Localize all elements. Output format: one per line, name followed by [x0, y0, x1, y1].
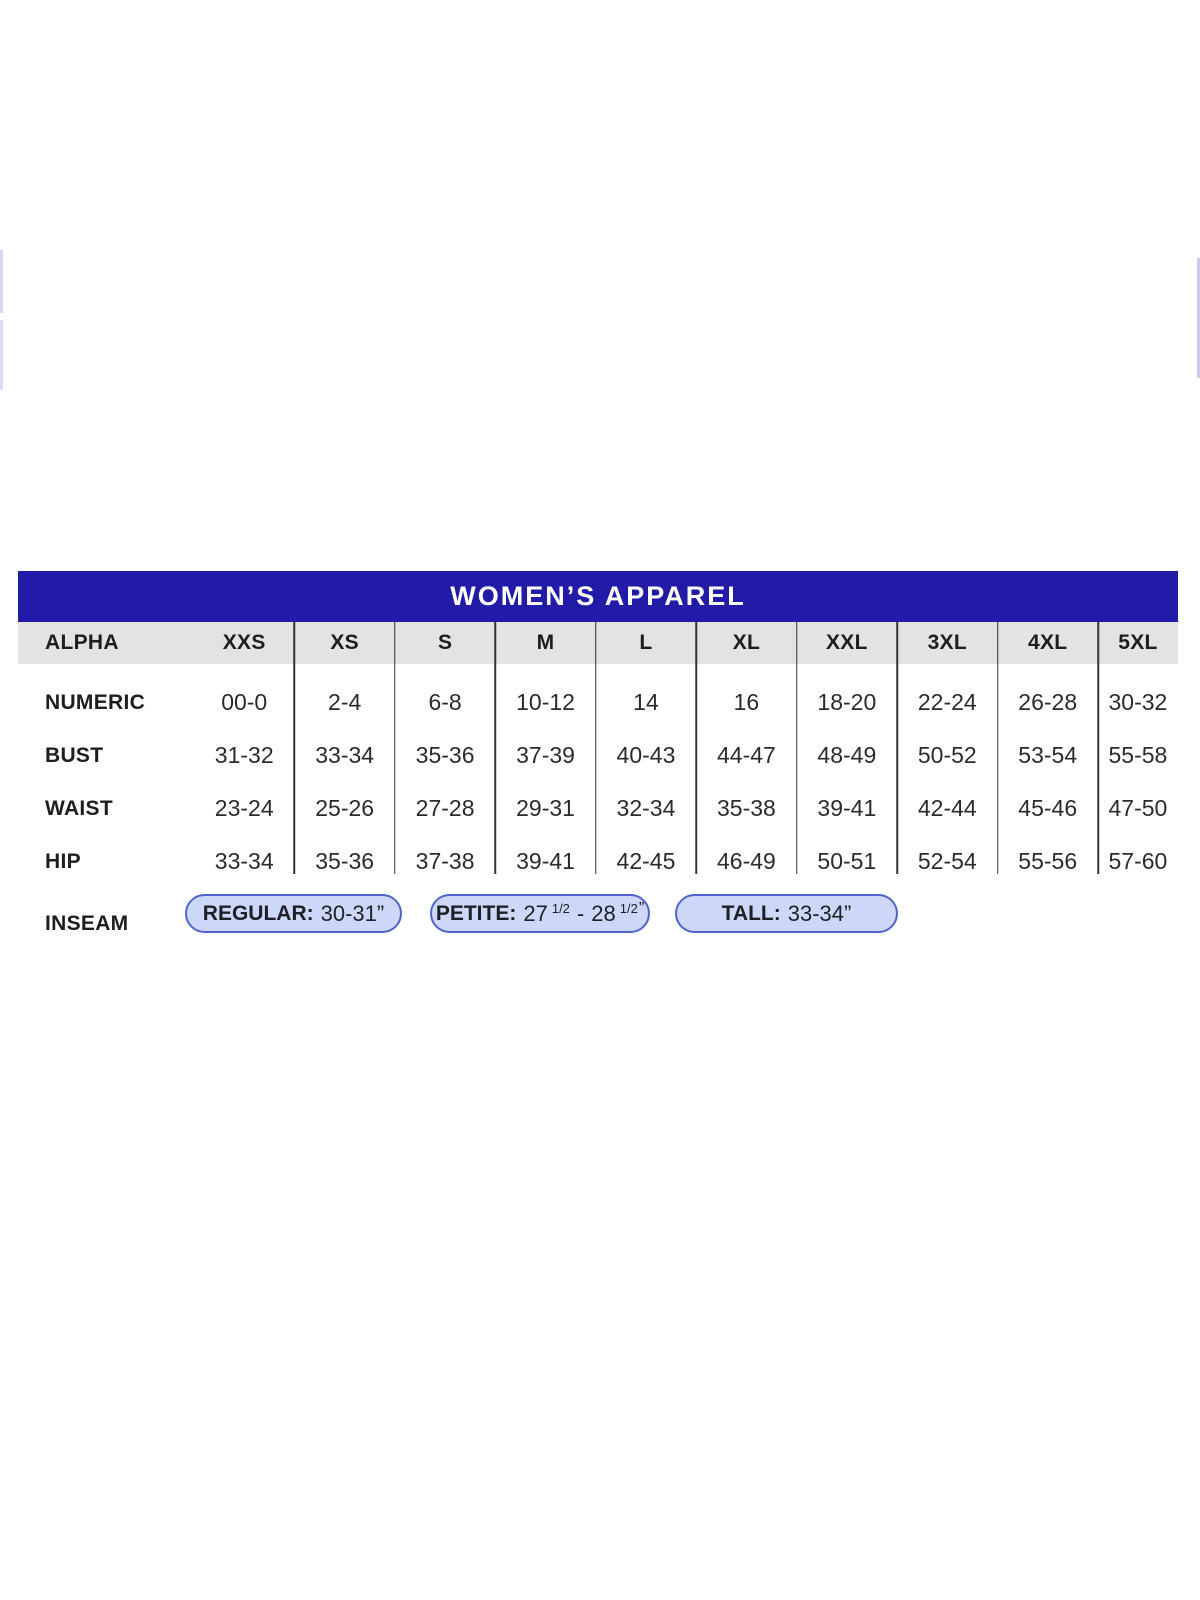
column-header-4xl: 4XL — [1028, 631, 1068, 654]
hip-5xl: 57-60 — [1108, 848, 1168, 874]
waist-xxl: 39-41 — [817, 795, 877, 821]
bust-xl: 44-47 — [716, 742, 776, 768]
column-separator — [394, 622, 396, 874]
column-separator — [795, 622, 798, 874]
hip-3xl: 52-54 — [917, 848, 977, 874]
petite-fraction-first: 1/2 — [551, 900, 570, 916]
waist-5xl: 47-50 — [1108, 795, 1168, 821]
column-header-s: S — [437, 631, 453, 654]
carousel-edge-artifact-left-top — [0, 250, 3, 313]
petite-value-second: 28 — [591, 900, 616, 926]
column-header-alpha: ALPHA — [45, 631, 119, 654]
waist-xs: 25-26 — [315, 795, 375, 821]
column-header-xs: XS — [330, 631, 359, 654]
column-separator — [595, 622, 597, 874]
waist-s: 27-28 — [415, 795, 475, 821]
petite-inch-mark: ” — [638, 899, 645, 917]
bust-4xl: 53-54 — [1018, 742, 1078, 768]
hip-s: 37-38 — [415, 848, 475, 874]
row-label-waist: WAIST — [45, 796, 113, 820]
table-row-bust: BUST 31-32 33-34 35-36 37-39 40-43 44-47… — [18, 729, 1178, 782]
inseam-regular-label: REGULAR: — [202, 901, 314, 925]
bust-l: 40-43 — [616, 742, 676, 768]
table-row-numeric: NUMERIC 00-0 2-4 6-8 10-12 14 16 18-20 2… — [18, 676, 1178, 729]
inseam-tall-label: TALL: — [721, 901, 781, 925]
table-row-hip: HIP 33-34 35-36 37-38 39-41 42-45 46-49 … — [18, 835, 1178, 888]
numeric-m: 10-12 — [516, 689, 575, 715]
row-label-bust: BUST — [45, 743, 104, 767]
inseam-tall-value: 33-34” — [787, 900, 852, 926]
size-chart: WOMEN’S APPAREL ALPHA XXS XS S M L XL XX… — [18, 571, 1178, 935]
waist-xl: 35-38 — [716, 795, 776, 821]
carousel-edge-artifact-right — [1197, 258, 1200, 378]
column-header-3xl: 3XL — [927, 631, 967, 654]
inseam-petite-label: PETITE: — [435, 901, 517, 925]
waist-m: 29-31 — [516, 795, 575, 821]
size-header-row: ALPHA XXS XS S M L XL XXL 3XL 4XL 5XL — [18, 622, 1178, 664]
petite-fraction-second: 1/2 — [619, 900, 638, 916]
row-label-inseam: INSEAM — [45, 912, 129, 935]
bust-xxl: 48-49 — [817, 742, 877, 768]
waist-4xl: 45-46 — [1018, 795, 1078, 821]
column-header-xxs: XXS — [222, 631, 266, 654]
waist-xxs: 23-24 — [214, 795, 274, 821]
size-chart-body: NUMERIC 00-0 2-4 6-8 10-12 14 16 18-20 2… — [18, 664, 1178, 888]
inseam-petite-value: 27 1/2-28 1/2” — [523, 899, 645, 927]
numeric-xxs: 00-0 — [221, 689, 268, 715]
hip-xxl: 50-51 — [817, 848, 877, 874]
chart-title-bar: WOMEN’S APPAREL — [18, 571, 1178, 622]
column-header-m: M — [536, 631, 555, 654]
waist-3xl: 42-44 — [917, 795, 977, 821]
column-header-xxl: XXL — [825, 631, 868, 654]
inseam-regular-value: 30-31” — [320, 900, 385, 926]
column-separator — [494, 622, 497, 874]
hip-m: 39-41 — [516, 848, 575, 874]
column-separator — [695, 622, 697, 874]
numeric-xxl: 18-20 — [817, 689, 877, 715]
numeric-xl: 16 — [733, 689, 760, 715]
column-separator — [293, 622, 296, 874]
bust-xxs: 31-32 — [214, 742, 274, 768]
waist-l: 32-34 — [616, 795, 676, 821]
hip-xl: 46-49 — [716, 848, 776, 874]
hip-xs: 35-36 — [315, 848, 375, 874]
column-separator — [996, 622, 999, 874]
numeric-l: 14 — [633, 689, 659, 715]
row-label-numeric: NUMERIC — [45, 690, 146, 714]
table-row-waist: WAIST 23-24 25-26 27-28 29-31 32-34 35-3… — [18, 782, 1178, 835]
numeric-5xl: 30-32 — [1108, 689, 1168, 715]
row-label-hip: HIP — [45, 849, 81, 873]
bust-m: 37-39 — [516, 742, 575, 768]
petite-value-first: 27 — [523, 900, 548, 926]
bust-3xl: 50-52 — [917, 742, 977, 768]
inseam-pill-petite[interactable]: PETITE: 27 1/2-28 1/2” — [430, 894, 650, 933]
petite-dash: - — [576, 900, 585, 926]
bust-s: 35-36 — [415, 742, 475, 768]
column-separator — [896, 622, 898, 874]
column-header-xl: XL — [732, 631, 761, 654]
bust-5xl: 55-58 — [1108, 742, 1168, 768]
numeric-3xl: 22-24 — [917, 689, 977, 715]
numeric-xs: 2-4 — [328, 689, 362, 715]
carousel-edge-artifact-left-bottom — [0, 320, 3, 390]
column-separator — [1097, 622, 1099, 874]
numeric-4xl: 26-28 — [1018, 689, 1078, 715]
chart-title: WOMEN’S APPAREL — [450, 581, 746, 611]
hip-l: 42-45 — [616, 848, 676, 874]
inseam-pill-regular[interactable]: REGULAR: 30-31” — [185, 894, 402, 933]
column-header-l: L — [639, 631, 653, 654]
inseam-pill-tall[interactable]: TALL: 33-34” — [675, 894, 898, 933]
hip-4xl: 55-56 — [1018, 848, 1078, 874]
numeric-s: 6-8 — [428, 689, 462, 715]
bust-xs: 33-34 — [315, 742, 375, 768]
hip-xxs: 33-34 — [214, 848, 274, 874]
column-header-5xl: 5XL — [1118, 631, 1158, 654]
